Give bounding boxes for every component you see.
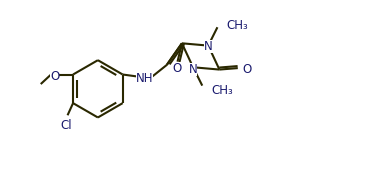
Text: CH₃: CH₃ <box>211 84 233 97</box>
Text: O: O <box>173 62 182 75</box>
Text: CH₃: CH₃ <box>227 19 248 32</box>
Text: N: N <box>189 63 198 76</box>
Text: Cl: Cl <box>61 120 72 132</box>
Text: O: O <box>50 70 59 83</box>
Text: O: O <box>243 63 252 76</box>
Text: NH: NH <box>136 72 154 85</box>
Text: N: N <box>204 40 213 53</box>
